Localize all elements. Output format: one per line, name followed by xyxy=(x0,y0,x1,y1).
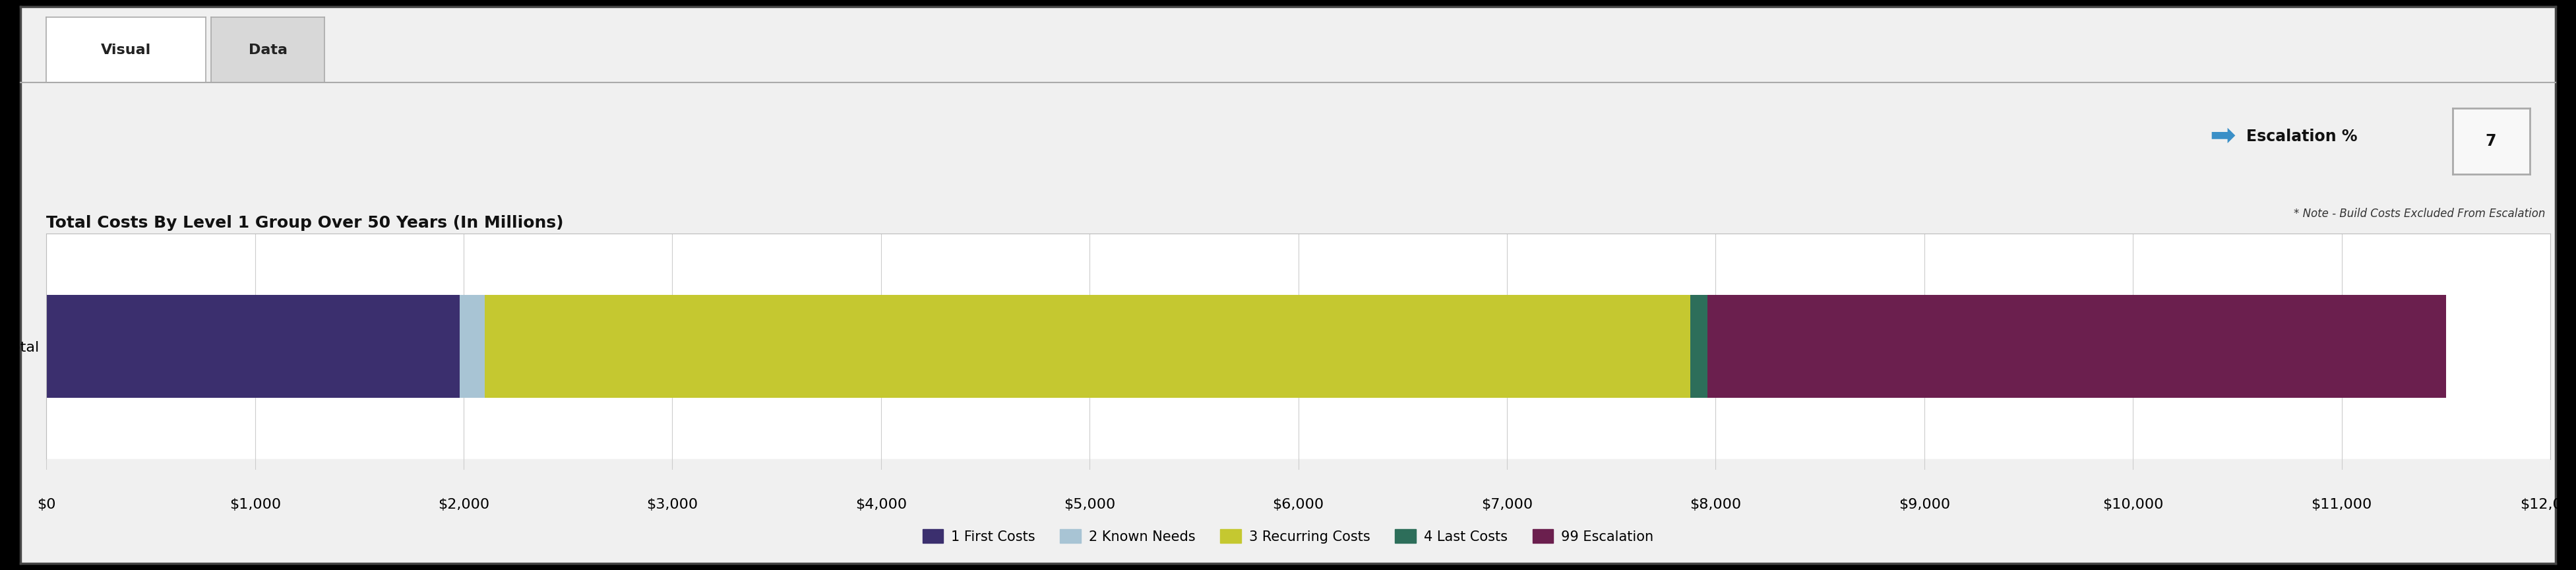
Bar xyxy=(1690,295,1708,398)
Bar xyxy=(459,295,484,398)
Text: 7: 7 xyxy=(2486,133,2496,149)
Text: Data: Data xyxy=(247,43,289,56)
Text: Visual: Visual xyxy=(100,43,152,56)
Legend: 1 First Costs, 2 Known Needs, 3 Recurring Costs, 4 Last Costs, 99 Escalation: 1 First Costs, 2 Known Needs, 3 Recurrin… xyxy=(917,524,1659,549)
Bar xyxy=(1708,295,2447,398)
Bar xyxy=(46,295,459,398)
Text: Total Costs By Level 1 Group Over 50 Years (In Millions): Total Costs By Level 1 Group Over 50 Yea… xyxy=(46,215,564,231)
Text: ➡: ➡ xyxy=(2210,122,2236,152)
Text: Escalation %: Escalation % xyxy=(2246,129,2357,145)
Bar xyxy=(484,295,1690,398)
Text: * Note - Build Costs Excluded From Escalation: * Note - Build Costs Excluded From Escal… xyxy=(2293,208,2545,220)
